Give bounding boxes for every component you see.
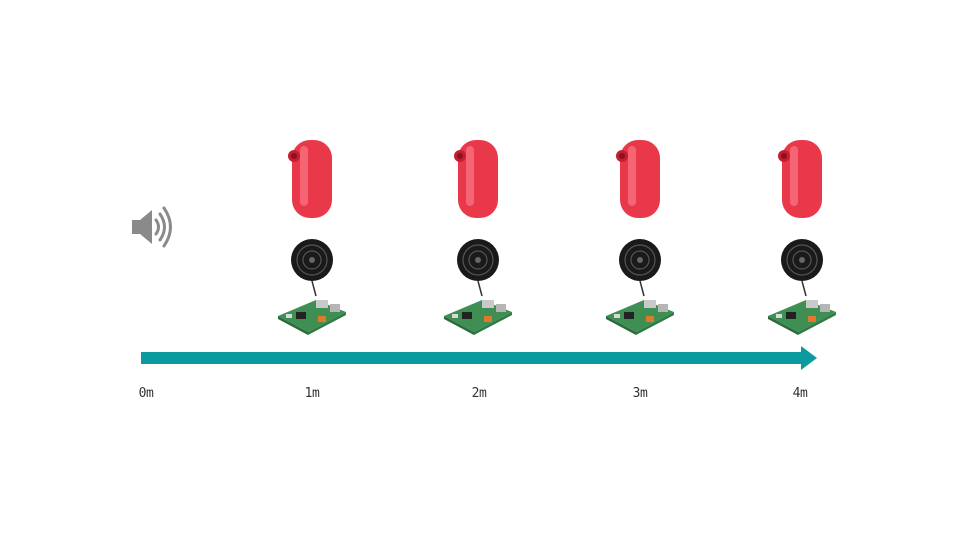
microphone-icon: [619, 239, 661, 297]
station-4m: [766, 138, 838, 343]
red-smart-speaker-icon: [288, 140, 332, 218]
distance-label-3m: 3m: [632, 386, 648, 401]
distance-label-0m: 0m: [138, 386, 154, 401]
raspberry-pi-board-icon: [444, 300, 512, 335]
microphone-icon: [291, 239, 333, 297]
red-smart-speaker-icon: [778, 140, 822, 218]
red-smart-speaker-icon: [454, 140, 498, 218]
raspberry-pi-board-icon: [278, 300, 346, 335]
raspberry-pi-board-icon: [606, 300, 674, 335]
station-1m: [276, 138, 348, 343]
distance-label-1m: 1m: [304, 386, 320, 401]
station-3m: [604, 138, 676, 343]
microphone-icon: [457, 239, 499, 297]
distance-label-4m: 4m: [792, 386, 808, 401]
distance-axis-arrow: [141, 346, 817, 370]
red-smart-speaker-icon: [616, 140, 660, 218]
distance-label-2m: 2m: [471, 386, 487, 401]
speaker-volume-icon: [132, 206, 172, 248]
microphone-icon: [781, 239, 823, 297]
station-2m: [442, 138, 514, 343]
raspberry-pi-board-icon: [768, 300, 836, 335]
